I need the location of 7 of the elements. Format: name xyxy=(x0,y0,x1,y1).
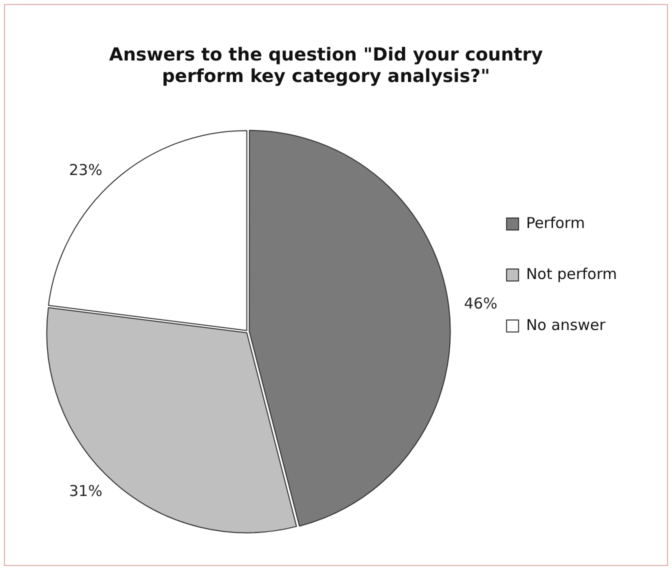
legend-label: Perform xyxy=(526,214,585,232)
legend-label: Not perform xyxy=(526,264,617,283)
data-label: 31% xyxy=(68,482,102,500)
legend-label: No answer xyxy=(526,316,606,334)
data-label: 46% xyxy=(464,294,498,313)
chart-title: Answers to the question "Did your country perform key category analysis?" xyxy=(109,44,544,88)
data-label: 23% xyxy=(68,161,102,180)
